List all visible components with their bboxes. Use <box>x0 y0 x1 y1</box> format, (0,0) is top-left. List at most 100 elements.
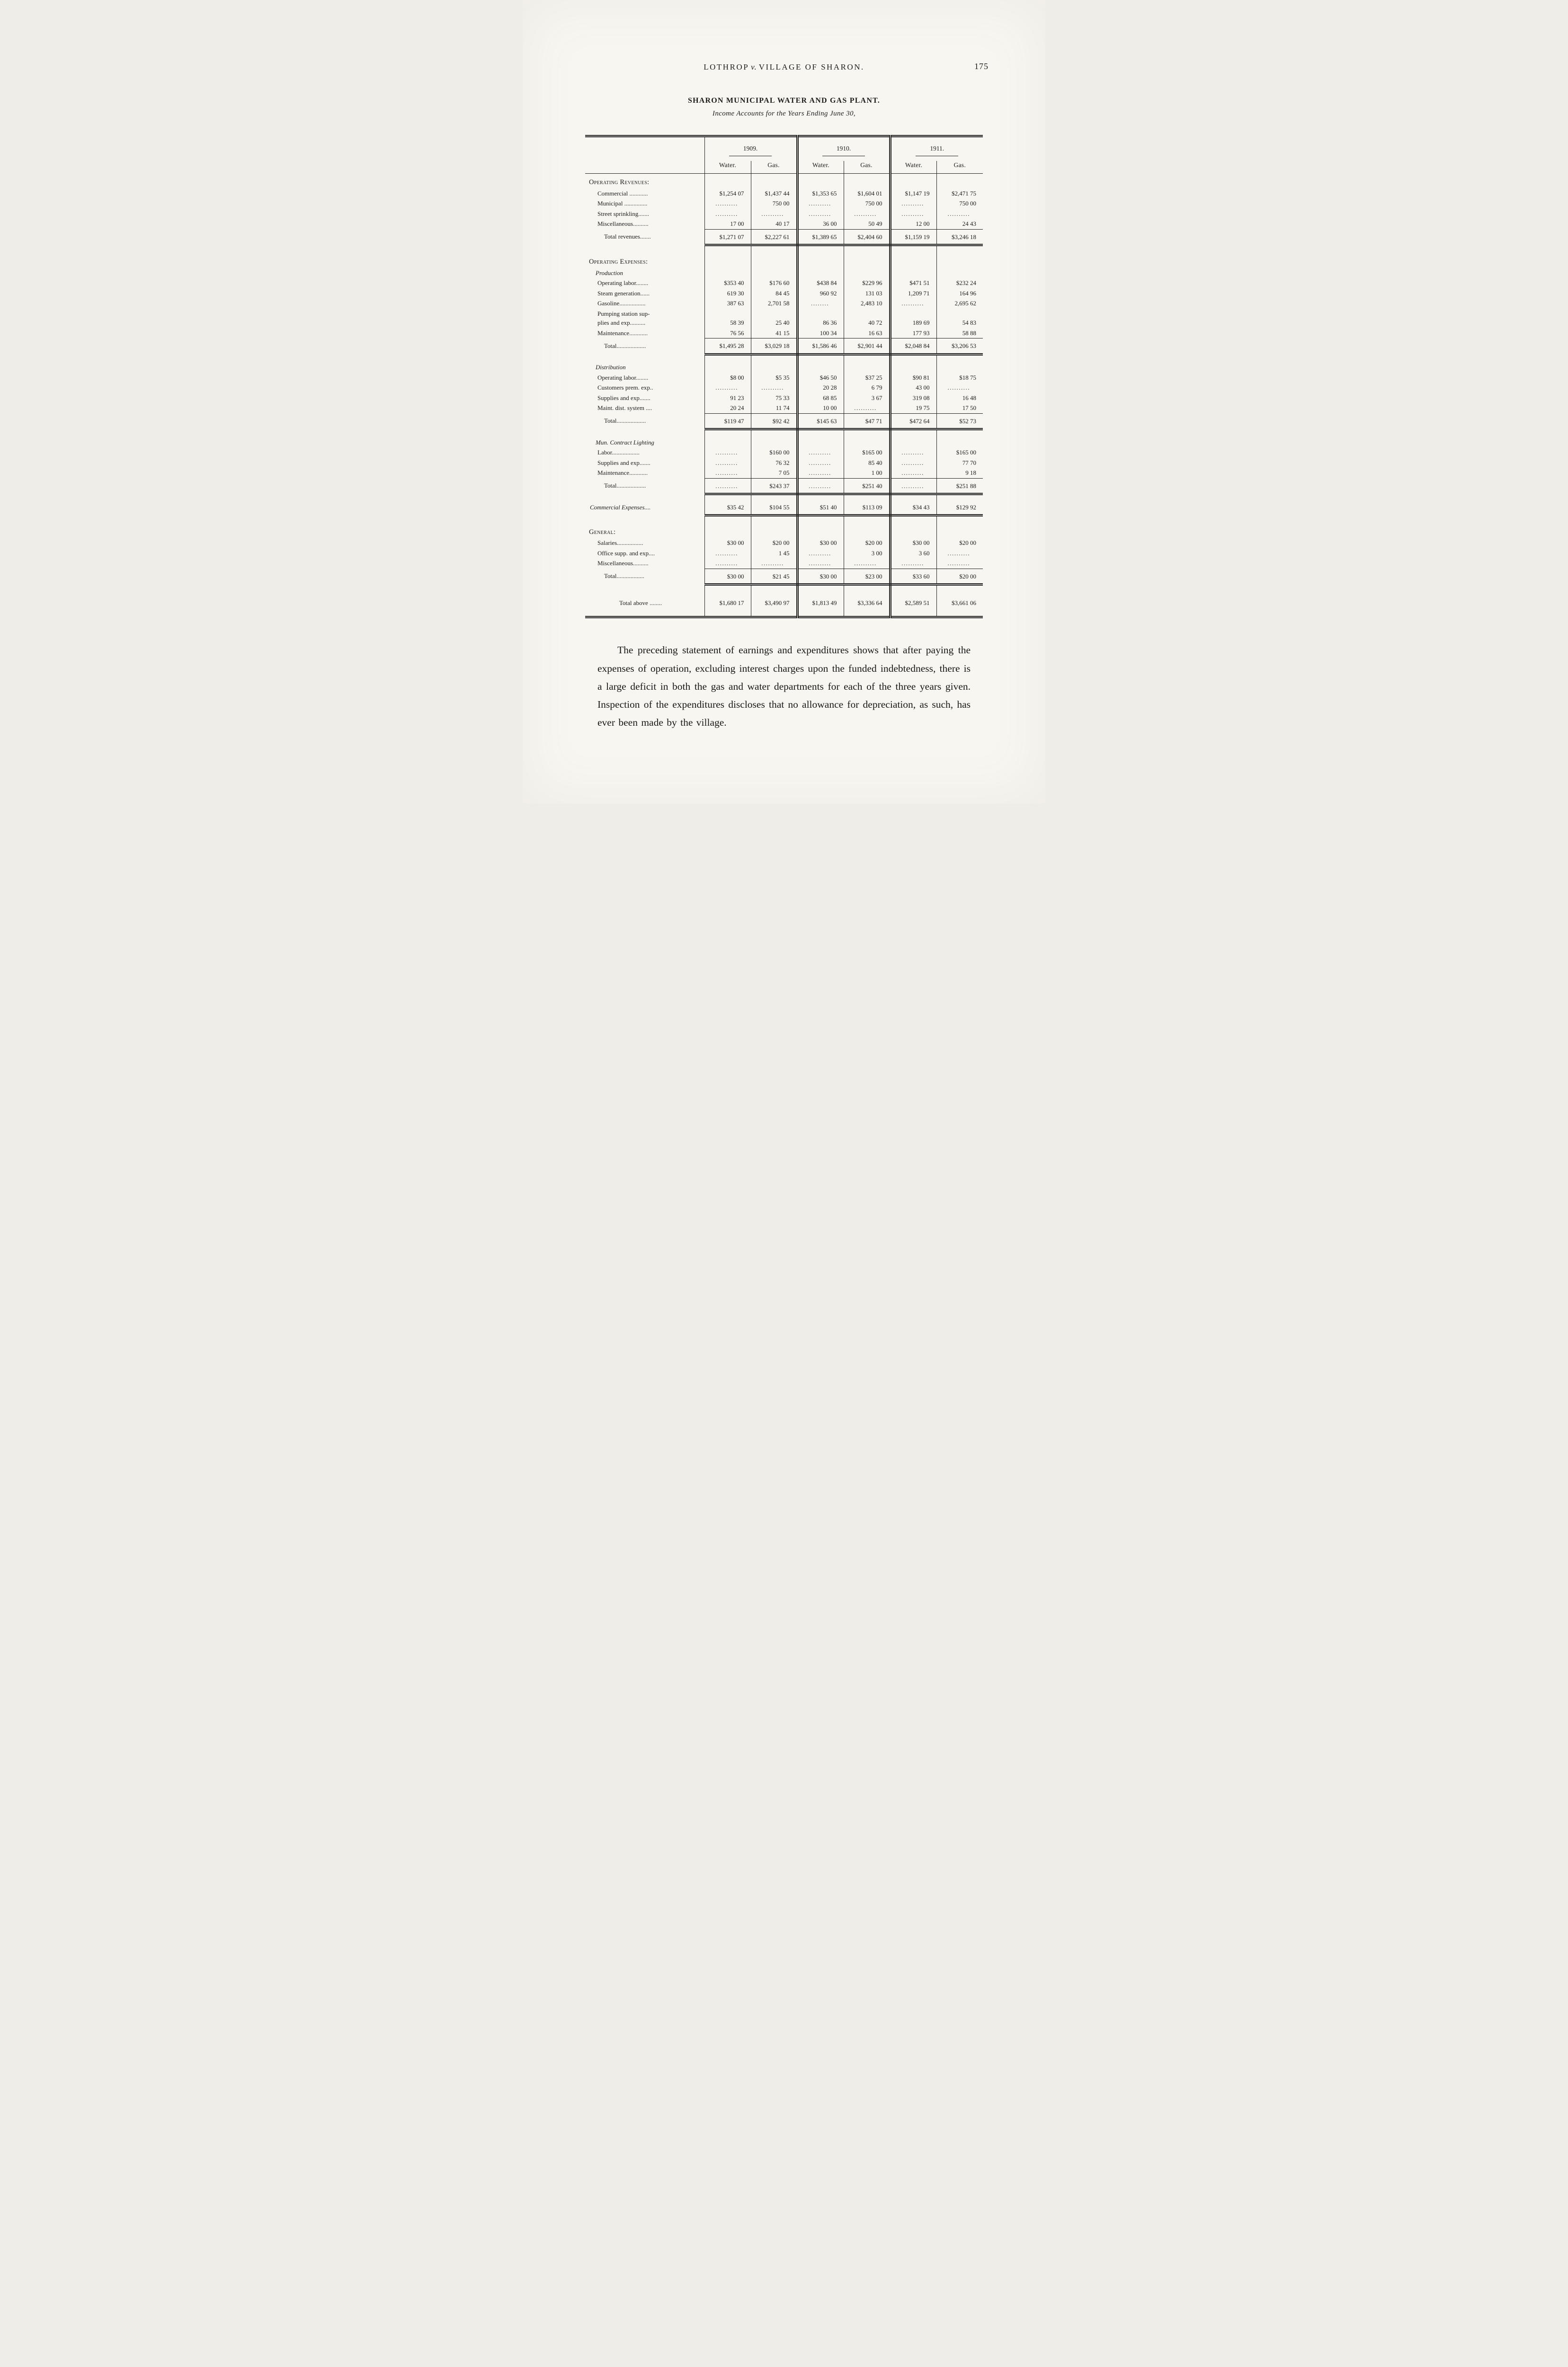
value-cell: 50 49 <box>844 219 891 230</box>
value-cell: .......... <box>751 383 799 393</box>
value-cell: 41 15 <box>751 328 799 338</box>
value-cell <box>936 516 983 524</box>
value-cell: $90 81 <box>890 372 937 383</box>
value-cell <box>936 253 983 268</box>
value-cell: .......... <box>751 558 799 569</box>
value-cell <box>844 362 891 373</box>
value-cell: $1,353 65 <box>797 188 844 199</box>
row-label: Total................... <box>585 338 705 354</box>
value-cell <box>797 354 844 362</box>
value-cell: .......... <box>890 447 937 458</box>
table-subtitle: Income Accounts for the Years Ending Jun… <box>712 110 856 117</box>
value-cell: .......... <box>704 447 751 458</box>
table-row: Distribution <box>585 362 983 373</box>
row-label: Total.................. <box>585 569 705 585</box>
value-cell <box>704 523 751 538</box>
value-cell: 1,209 71 <box>890 288 937 298</box>
value-cell: $30 00 <box>890 538 937 548</box>
value-cell: .......... <box>947 560 970 567</box>
value-cell: 2,695 62 <box>954 300 977 307</box>
value-cell <box>797 494 844 502</box>
row-label: Miscellaneous.......... <box>585 558 705 569</box>
value-cell: 10 00 <box>797 403 844 413</box>
value-cell <box>797 515 844 524</box>
value-cell: $21 45 <box>751 568 799 586</box>
table-row: Office supp. and exp.............. 1 45..… <box>585 548 983 559</box>
value-cell: $353 40 <box>704 278 751 288</box>
value-cell: $3,661 06 <box>952 599 976 606</box>
value-cell: 11 74 <box>751 403 799 413</box>
value-cell <box>751 494 799 502</box>
value-cell: 36 00 <box>797 219 844 230</box>
row-label <box>585 354 705 362</box>
value-cell: $1,495 28 <box>704 338 751 356</box>
table-row: Operating labor........ $353 40 $176 60 $43… <box>585 278 983 288</box>
value-cell <box>844 429 891 437</box>
value-cell: $243 37 <box>751 478 799 495</box>
value-cell: .......... <box>947 549 970 557</box>
value-cell: $1,254 07 <box>704 188 751 199</box>
column-header-water: Water. <box>704 161 751 174</box>
value-cell: $46 50 <box>797 372 844 383</box>
row-label: Maintenance............ <box>585 328 705 338</box>
value-cell: .......... <box>797 468 844 478</box>
value-cell: 25 40 <box>751 308 799 328</box>
value-cell <box>844 267 891 278</box>
value-cell: $1,604 01 <box>844 188 891 199</box>
row-label: General: <box>585 523 705 538</box>
value-cell: .......... <box>890 558 937 569</box>
row-label: Operating labor........ <box>585 278 705 288</box>
table-row: Steam generation...... 619 30 84 45 960 92 1… <box>585 288 983 298</box>
case-title-versus: v. <box>751 62 757 71</box>
value-cell: .......... <box>890 298 937 309</box>
column-header-gas: Gas. <box>751 161 799 174</box>
value-cell: .......... <box>890 468 937 478</box>
value-cell <box>704 267 751 278</box>
value-cell: $37 25 <box>844 372 891 383</box>
table-row: Municipal ......................... 750 0… <box>585 198 983 209</box>
value-cell: 1 45 <box>751 548 799 559</box>
value-cell <box>797 173 844 188</box>
row-label <box>585 515 705 524</box>
year-header-1910: 1910. <box>797 136 891 161</box>
value-cell: $20 00 <box>936 568 983 586</box>
value-cell: 1 00 <box>844 468 891 478</box>
value-cell <box>890 354 937 362</box>
value-cell: 177 93 <box>890 328 937 338</box>
value-cell: .......... <box>947 210 970 217</box>
value-cell: 91 23 <box>704 392 751 403</box>
value-cell: 7 05 <box>751 468 799 478</box>
row-label: Supplies and exp....... <box>585 457 705 468</box>
value-cell: 68 85 <box>797 392 844 403</box>
value-cell: $2,901 44 <box>844 338 891 356</box>
table-row: Customers prem. exp.....................… <box>585 383 983 393</box>
value-cell: .......... <box>844 403 891 413</box>
table-row: Operating Expenses: <box>585 253 983 268</box>
value-cell: $251 88 <box>936 478 983 495</box>
value-cell <box>797 437 844 447</box>
value-cell <box>751 523 799 538</box>
table-row: Commercial ............ $1,254 07 $1,437 4… <box>585 188 983 199</box>
value-cell: 750 00 <box>751 198 799 209</box>
case-title-left: LOTHROP <box>704 62 749 71</box>
value-cell: $3,029 18 <box>751 338 799 356</box>
value-cell <box>704 354 751 362</box>
value-cell: .......... <box>890 457 937 468</box>
value-cell <box>751 253 799 268</box>
value-cell: .......... <box>704 457 751 468</box>
value-cell: $3,246 18 <box>936 229 983 247</box>
value-cell: 86 36 <box>797 308 844 328</box>
value-cell: 58 88 <box>962 329 976 337</box>
value-cell: $30 00 <box>704 568 751 586</box>
value-cell: $92 42 <box>751 413 799 430</box>
value-cell <box>751 437 799 447</box>
row-label: Distribution <box>585 362 705 373</box>
value-cell: $1,147 19 <box>890 188 937 199</box>
column-header-gas: Gas. <box>936 161 983 174</box>
row-label <box>585 584 705 593</box>
value-cell: 17 00 <box>704 219 751 230</box>
value-cell: $2,048 84 <box>890 338 937 356</box>
value-cell: 54 83 <box>962 319 976 326</box>
value-cell: ........ <box>797 298 844 309</box>
value-cell: 164 96 <box>959 289 976 297</box>
